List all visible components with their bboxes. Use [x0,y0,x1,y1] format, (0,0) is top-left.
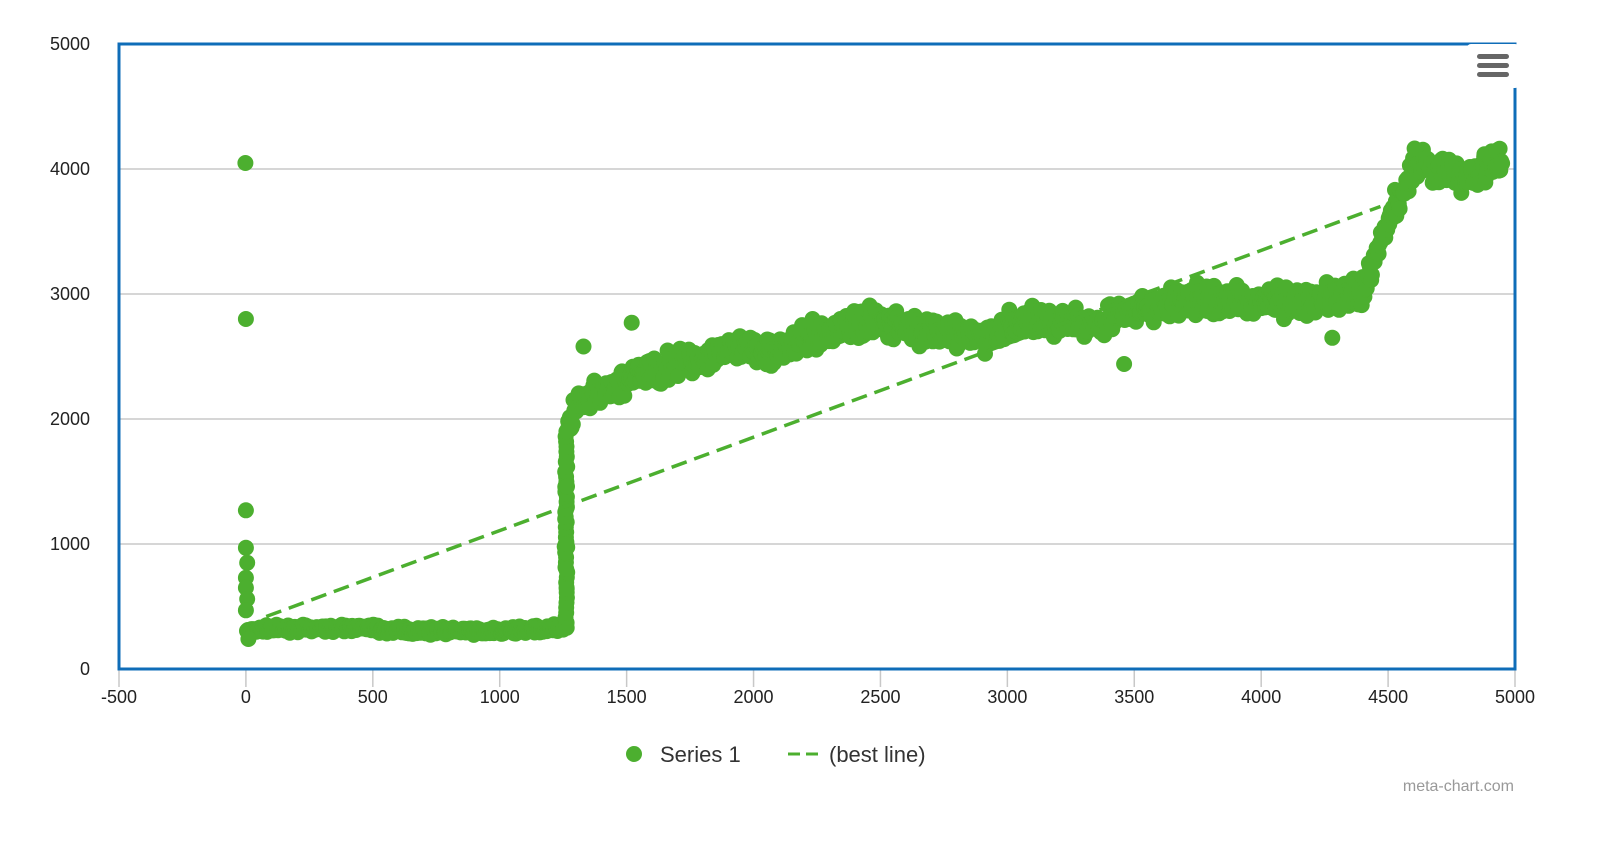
scatter-points [237,140,1511,647]
x-tick-label-4500: 4500 [1368,687,1408,707]
scatter-point [1363,266,1380,283]
x-tick-label-3000: 3000 [987,687,1027,707]
y-tick-label-2000: 2000 [50,409,90,429]
x-tick-label-3500: 3500 [1114,687,1154,707]
scatter-point-outlier [1324,329,1341,346]
chart-menu-button[interactable] [1467,44,1519,88]
scatter-point-outlier [239,554,256,571]
scatter-point-outlier [559,478,575,495]
scatter-point [1494,155,1511,172]
legend-label-best-line: (best line) [829,742,926,767]
scatter-point [558,423,575,440]
scatter-point-outlier [557,536,574,552]
best-fit-line [265,204,1382,619]
legend-item-best-line[interactable]: (best line) [788,742,926,767]
scatter-point-outlier [558,581,575,597]
legend-label-series-1: Series 1 [660,742,741,767]
scatter-point-outlier [558,561,575,577]
plot-frame [117,42,1517,671]
scatter-point [237,155,254,171]
scatter-point-outlier [237,502,254,519]
y-tick-label-1000: 1000 [50,534,90,554]
x-tick-label-500: 500 [358,687,388,707]
scatter-point-outlier [575,338,592,355]
legend-marker-series-1 [626,746,642,762]
x-axis: -500 0 500 1000 1500 2000 2500 3000 3500 4000 4500… [101,669,1535,707]
x-tick-label-1500: 1500 [607,687,647,707]
scatter-point-outlier [623,314,640,331]
scatter-point-outlier [237,311,254,327]
legend-item-series-1[interactable]: Series 1 [626,742,741,767]
x-tick-label-1000: 1000 [480,687,520,707]
scatter-point-outlier [1116,356,1133,372]
hamburger-menu-icon [1477,54,1509,77]
legend: Series 1 (best line) [626,742,926,767]
scatter-point [1491,140,1508,157]
y-tick-label-4000: 4000 [50,159,90,179]
scatter-point [1391,200,1408,217]
x-tick-label--500: -500 [101,687,137,707]
x-tick-label-4000: 4000 [1241,687,1281,707]
best-line [265,204,1382,619]
x-tick-label-2500: 2500 [860,687,900,707]
y-tick-label-0: 0 [80,659,90,679]
credit-link[interactable]: meta-chart.com [1403,778,1514,795]
y-axis-labels: 0 1000 2000 3000 4000 5000 [50,34,90,679]
x-tick-label-5000: 5000 [1495,687,1535,707]
x-tick-label-0: 0 [241,687,251,707]
y-tick-label-5000: 5000 [50,34,90,54]
x-tick-label-2000: 2000 [734,687,774,707]
scatter-point-outlier [237,539,254,556]
scatter-point [670,368,686,384]
scatter-point-outlier [240,631,257,647]
y-tick-label-3000: 3000 [50,284,90,304]
scatter-point-outlier [237,602,254,619]
